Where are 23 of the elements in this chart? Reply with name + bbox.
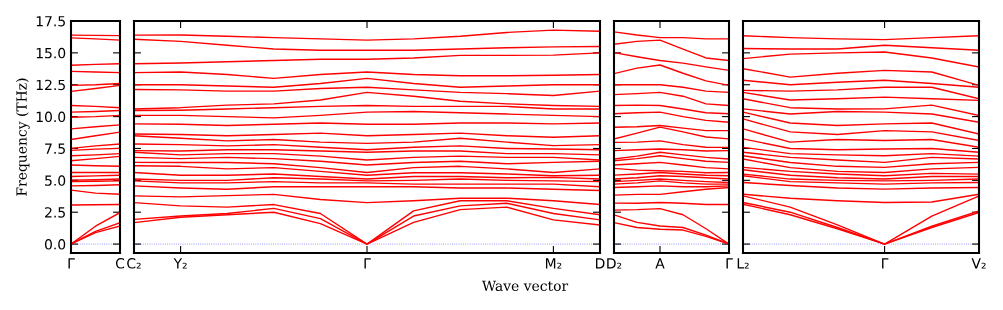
y-tick-label: 2.5 <box>45 207 65 218</box>
y-axis-title: Frequency (THz) <box>16 78 30 196</box>
y-tick-label: 10.0 <box>36 111 66 123</box>
x-tick-label: D <box>596 258 605 269</box>
x-tick-label: V₂ <box>971 258 986 269</box>
y-tick-label: 17.5 <box>36 16 65 27</box>
x-tick-label: C <box>115 258 125 269</box>
x-tick-label: A <box>655 258 665 269</box>
x-tick-label: Γ <box>68 258 75 269</box>
x-tick-label: Γ <box>726 258 733 269</box>
x-tick-label: L₂ <box>737 258 749 269</box>
x-tick-label: Γ <box>882 258 889 269</box>
x-tick-label: Γ <box>364 258 371 269</box>
y-tick-label: 0.0 <box>44 239 66 250</box>
x-tick-label: D₂ <box>607 258 622 269</box>
x-axis-title: Wave vector <box>481 280 569 292</box>
x-tick-label: Y₂ <box>173 258 187 269</box>
y-tick-label: 5.0 <box>45 175 66 186</box>
y-tick-label: 15.0 <box>36 47 66 59</box>
y-tick-label: 12.5 <box>36 79 65 91</box>
y-tick-label: 7.5 <box>45 143 65 154</box>
x-tick-label: M₂ <box>545 258 562 269</box>
x-tick-label: C₂ <box>127 258 141 269</box>
